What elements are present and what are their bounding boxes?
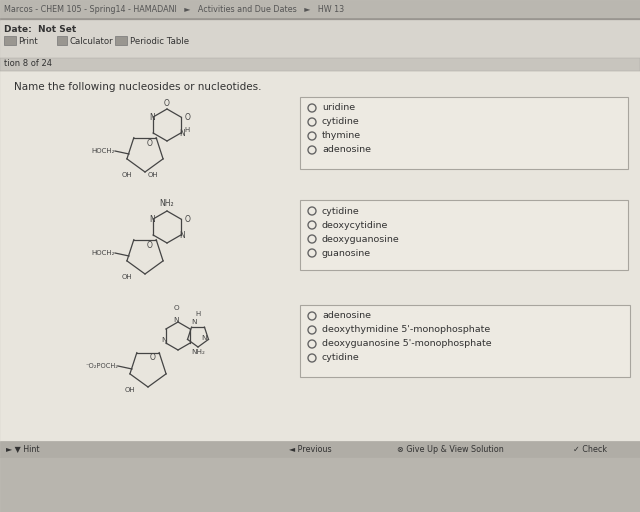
Text: HOCH₂: HOCH₂ <box>92 148 115 154</box>
Bar <box>300 200 628 270</box>
Text: NH₂: NH₂ <box>160 199 174 207</box>
Bar <box>0 441 640 457</box>
Text: OH: OH <box>148 172 158 178</box>
Text: tion 8 of 24: tion 8 of 24 <box>4 59 52 69</box>
Text: N: N <box>179 230 185 240</box>
Text: deoxyguanosine 5'-monophosphate: deoxyguanosine 5'-monophosphate <box>322 339 492 349</box>
Text: O: O <box>147 241 153 249</box>
Text: O: O <box>164 98 170 108</box>
Text: N: N <box>201 335 207 341</box>
Bar <box>0 71 640 441</box>
Text: O: O <box>185 215 191 224</box>
Text: N: N <box>161 337 167 343</box>
Text: Date:  Not Set: Date: Not Set <box>4 26 76 34</box>
Bar <box>57 36 67 45</box>
Text: cytidine: cytidine <box>322 117 360 126</box>
Text: Name the following nucleosides or nucleotides.: Name the following nucleosides or nucleo… <box>14 82 262 92</box>
Bar <box>0 18 640 20</box>
Bar <box>0 0 640 18</box>
Text: thymine: thymine <box>322 132 361 140</box>
Text: Calculator: Calculator <box>70 36 114 46</box>
Text: OH: OH <box>122 274 132 280</box>
Text: deoxycytidine: deoxycytidine <box>322 221 388 229</box>
Text: Print: Print <box>18 36 38 46</box>
Text: O: O <box>150 353 156 362</box>
Text: deoxyguanosine: deoxyguanosine <box>322 234 400 244</box>
Text: H: H <box>184 127 189 133</box>
Bar <box>4 36 16 45</box>
Text: adenosine: adenosine <box>322 145 371 155</box>
Text: O: O <box>147 139 153 147</box>
Text: guanosine: guanosine <box>322 248 371 258</box>
Text: ✓ Check: ✓ Check <box>573 444 607 454</box>
Text: Marcos - CHEM 105 - Spring14 - HAMADANI   ►   Activities and Due Dates   ►   HW : Marcos - CHEM 105 - Spring14 - HAMADANI … <box>4 5 344 13</box>
Text: O: O <box>173 305 179 311</box>
Bar <box>0 457 640 512</box>
Text: ► ▼ Hint: ► ▼ Hint <box>6 444 40 454</box>
Text: uridine: uridine <box>322 103 355 113</box>
Text: N: N <box>149 215 155 224</box>
Text: N: N <box>173 317 179 323</box>
Text: NH₂: NH₂ <box>191 349 205 355</box>
Text: N: N <box>179 129 185 138</box>
Bar <box>0 58 640 71</box>
Text: cytidine: cytidine <box>322 353 360 362</box>
Text: OH: OH <box>125 387 135 393</box>
Bar <box>300 305 630 377</box>
Text: H: H <box>195 311 200 317</box>
Bar <box>115 36 127 45</box>
Text: adenosine: adenosine <box>322 311 371 321</box>
Bar <box>300 97 628 169</box>
Text: ◄ Previous: ◄ Previous <box>289 444 332 454</box>
Text: ⊗ Give Up & View Solution: ⊗ Give Up & View Solution <box>397 444 504 454</box>
Text: deoxythymidine 5'-monophosphate: deoxythymidine 5'-monophosphate <box>322 326 490 334</box>
Text: O: O <box>185 113 191 121</box>
Text: ⁻O₂POCH₂: ⁻O₂POCH₂ <box>86 363 118 369</box>
Text: Periodic Table: Periodic Table <box>130 36 189 46</box>
Text: N: N <box>191 319 196 325</box>
Text: HOCH₂: HOCH₂ <box>92 250 115 256</box>
Text: cytidine: cytidine <box>322 206 360 216</box>
Text: OH: OH <box>122 172 132 178</box>
Text: N: N <box>149 113 155 121</box>
Bar <box>0 20 640 58</box>
